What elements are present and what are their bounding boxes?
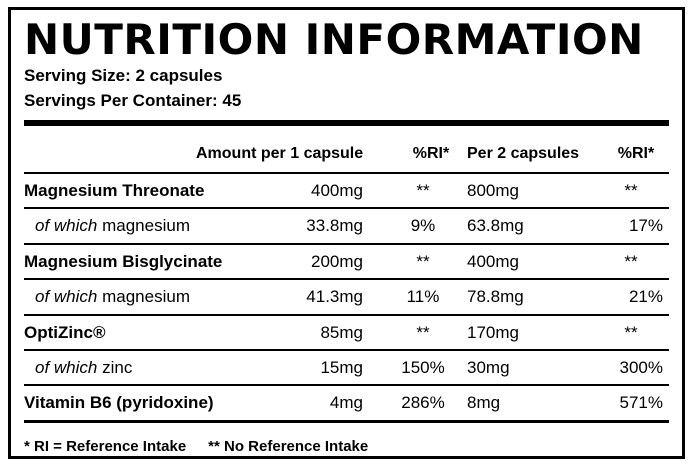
subrow-name: zinc (102, 358, 133, 377)
nutrition-panel: NUTRITION INFORMATION Serving Size: 2 ca… (8, 7, 685, 459)
serving-size: Serving Size: 2 capsules (24, 66, 223, 85)
row-divider (24, 242, 669, 245)
cell-c1: 85mg (320, 322, 363, 342)
cell-c3: 400mg (467, 251, 519, 271)
cell-c3: 30mg (467, 358, 510, 377)
cell-c2: ** (416, 322, 430, 342)
row-divider (24, 349, 669, 351)
cell-c2: 11% (406, 287, 440, 307)
row-divider (24, 384, 669, 387)
footnote-ri: * RI = Reference Intake (24, 438, 187, 455)
cell-c4: 21% (628, 287, 663, 307)
row-divider (24, 313, 669, 316)
row-divider (24, 172, 669, 174)
cell-c1: 200mg (311, 251, 363, 271)
cell-c2: 150% (401, 358, 445, 377)
cell-c1: 4mg (329, 393, 363, 413)
subrow-name: magnesium (102, 216, 190, 236)
column-header: Per 2 capsules (467, 145, 580, 162)
cell-c4: ** (624, 251, 638, 271)
panel-title: NUTRITION INFORMATION (24, 15, 644, 64)
cell-c2: ** (416, 181, 430, 200)
row-divider (24, 278, 669, 281)
cell-c3: 170mg (467, 322, 519, 342)
cell-c2: 9% (410, 216, 436, 236)
cell-c4: ** (624, 322, 638, 342)
cell-c4: 571% (619, 393, 663, 413)
subrow-prefix: of which (35, 358, 98, 377)
column-header: Amount per 1 capsule (196, 145, 364, 162)
cell-c3: 78.8mg (467, 287, 524, 307)
nutrient-subrow-label: of which magnesium (35, 216, 190, 236)
row-divider (24, 419, 669, 423)
footnote-no-ri: ** No Reference Intake (208, 438, 369, 455)
column-header: %RI* (412, 145, 450, 162)
cell-c4: ** (624, 181, 638, 200)
cell-c1: 15mg (320, 358, 363, 377)
cell-c3: 63.8mg (467, 216, 524, 236)
nutrient-name: Vitamin B6 (pyridoxine) (24, 393, 214, 413)
subrow-name: magnesium (102, 287, 190, 307)
footnotes: * RI = Reference Intake ** No Reference I… (24, 438, 368, 456)
cell-c4: 300% (619, 358, 663, 377)
row-divider (24, 207, 669, 210)
thick-divider (24, 120, 669, 126)
cell-c1: 41.3mg (306, 287, 363, 307)
nutrient-name: Magnesium Threonate (24, 181, 205, 200)
subrow-prefix: of which (35, 216, 98, 236)
servings-per-container: Servings Per Container: 45 (24, 91, 242, 110)
subrow-prefix: of which (35, 287, 98, 307)
cell-c2: ** (416, 251, 430, 271)
column-header: %RI* (617, 145, 655, 162)
nutrient-subrow-label: of which magnesium (35, 287, 190, 307)
nutrient-name: Magnesium Bisglycinate (24, 251, 223, 271)
cell-c3: 8mg (467, 393, 501, 413)
cell-c1: 400mg (311, 181, 363, 200)
nutrient-subrow-label: of which zinc (35, 358, 132, 378)
cell-c4: 17% (628, 216, 663, 236)
nutrient-name: OptiZinc® (24, 322, 106, 342)
cell-c3: 800mg (467, 181, 519, 200)
cell-c2: 286% (401, 393, 445, 413)
cell-c1: 33.8mg (306, 216, 363, 236)
